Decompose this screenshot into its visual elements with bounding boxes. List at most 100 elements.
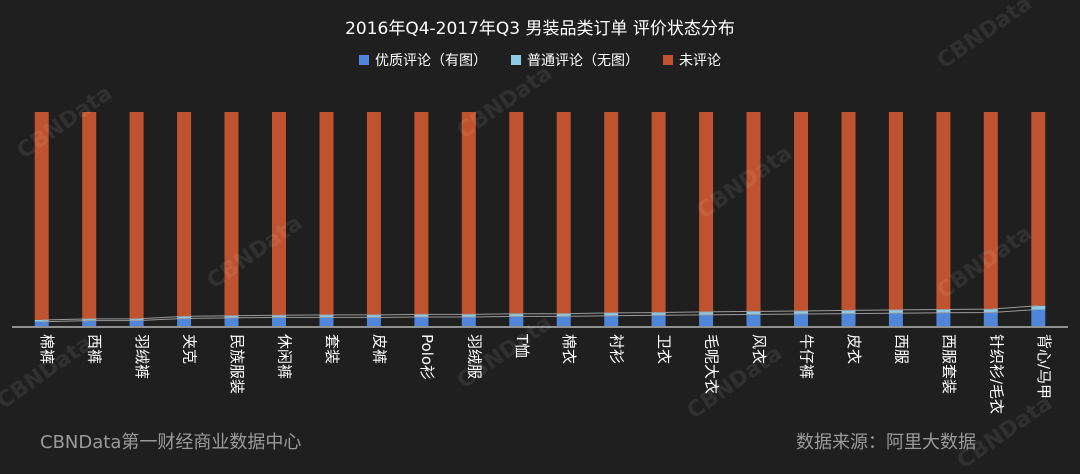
bar-segment [746, 311, 761, 315]
bar-segment [461, 112, 476, 315]
bar-segment [509, 112, 524, 314]
bar-segment [651, 315, 666, 326]
bar-segment [841, 313, 856, 326]
legend-label-normal: 普通评论（无图） [527, 53, 639, 69]
bar-segment [936, 112, 951, 310]
bar-segment [1031, 309, 1046, 326]
bar-segment [604, 315, 619, 326]
bar-segment [177, 112, 192, 317]
bar-segment [888, 112, 903, 310]
bar-segment [319, 317, 334, 326]
bar-segment [224, 315, 239, 318]
x-tick-label: T恤 [513, 333, 531, 358]
bar-segment [604, 312, 619, 316]
bar-segment [556, 316, 571, 326]
x-tick-label: 针织衫/毛衣 [987, 334, 1005, 414]
bar-segment [224, 317, 239, 326]
bar-segment [272, 315, 286, 318]
x-tick-label: 套装 [323, 334, 341, 364]
x-tick-label: 羽绒裤 [133, 334, 151, 379]
legend-swatch-normal [511, 55, 521, 65]
bar-segment [366, 317, 381, 326]
x-tick-label: 毛呢大衣 [703, 334, 721, 394]
chart-title: 2016年Q4-2017年Q3 男装品类订单 评价状态分布 [345, 19, 735, 39]
bar-segment [509, 313, 524, 317]
chart-legend: 优质评论（有图） 普通评论（无图） 未评论 [0, 50, 1080, 70]
bar-segment [366, 112, 381, 315]
x-tick-label: Polo衫 [418, 334, 436, 380]
x-tick-label: 西裤 [86, 334, 104, 364]
bar-segment [604, 112, 619, 313]
legend-swatch-quality [359, 55, 369, 65]
bar-segment [272, 317, 286, 326]
x-tick-label: 皮衣 [845, 334, 863, 364]
x-tick-label: 皮裤 [370, 334, 388, 364]
bar-segment [82, 320, 97, 326]
bar-segment [82, 112, 97, 319]
bar-segment [794, 314, 808, 326]
bar-segment [366, 314, 381, 318]
bar-segment [888, 313, 903, 326]
x-tick-label: 棉裤 [38, 334, 56, 364]
x-tick-label: 民族服装 [228, 334, 246, 394]
bar-segment [651, 112, 666, 313]
bar-segment [224, 112, 239, 316]
bar-segment [129, 318, 144, 321]
x-tick-label: 卫衣 [655, 334, 673, 364]
legend-item-none: 未评论 [663, 50, 721, 70]
bar-segment [414, 317, 429, 326]
x-tick-label: 夹克 [181, 334, 199, 364]
stacked-bar-chart: 棉裤 西裤 羽绒裤 夹克 民族服装 休闲裤 套装 皮裤 Polo衫 羽绒服 T恤 棉衣 衬衫 卫衣 毛呢大衣… [12, 112, 1068, 414]
bar-segment [651, 312, 666, 316]
bar-segment [699, 112, 714, 312]
bar-segment [461, 317, 476, 326]
footer-source-right: 数据来源：阿里大数据 [796, 432, 976, 453]
x-tick-label: 牛仔裤 [798, 334, 816, 379]
bar-segment [794, 112, 808, 311]
x-tick-label: 西服套装 [940, 334, 958, 394]
x-tick-label: 羽绒服 [465, 334, 483, 379]
bar-segment [556, 112, 571, 314]
bar-segment [841, 112, 856, 311]
bar-segment [983, 312, 998, 326]
x-tick-label: 棉衣 [560, 334, 578, 364]
bar-segment [936, 312, 951, 326]
x-tick-label: 西服 [892, 334, 910, 364]
bar-segment [414, 314, 429, 317]
bar-segment [1031, 305, 1046, 310]
bar-segment [129, 320, 144, 326]
series-trend-line [41, 305, 1039, 321]
bar-segment [983, 112, 998, 310]
legend-label-none: 未评论 [679, 53, 721, 69]
series-trend-line [41, 309, 1039, 323]
bar-segment [461, 314, 476, 317]
bar-segment [1031, 112, 1046, 306]
bar-segment [983, 309, 998, 313]
bar-segment [319, 314, 334, 318]
legend-swatch-none [663, 55, 673, 65]
bar-segment [82, 318, 97, 321]
bar-segment [34, 320, 49, 322]
bar-segment [177, 318, 192, 326]
legend-label-quality: 优质评论（有图） [375, 53, 487, 69]
x-tick-label: 风衣 [750, 334, 768, 364]
bar-segment [177, 316, 192, 319]
bar-segment [699, 314, 714, 326]
x-tick-label: 衬衫 [608, 334, 626, 364]
x-tick-label: 背心/马甲 [1035, 334, 1053, 399]
bar-segment [414, 112, 429, 315]
legend-item-quality: 优质评论（有图） [359, 50, 487, 70]
bar-segment [936, 309, 951, 313]
bar-segment [888, 309, 903, 314]
bar-segment [272, 112, 286, 316]
footer-source-left: CBNData第一财经商业数据中心 [40, 432, 302, 453]
legend-item-normal: 普通评论（无图） [511, 50, 639, 70]
bar-segment [34, 321, 49, 326]
bar-segment [699, 311, 714, 315]
bar-segment [319, 112, 334, 315]
bar-segment [746, 314, 761, 326]
bar-segment [129, 112, 144, 319]
bar-segment [556, 313, 571, 317]
x-tick-label: 休闲裤 [276, 334, 294, 379]
bar-segment [34, 112, 49, 320]
